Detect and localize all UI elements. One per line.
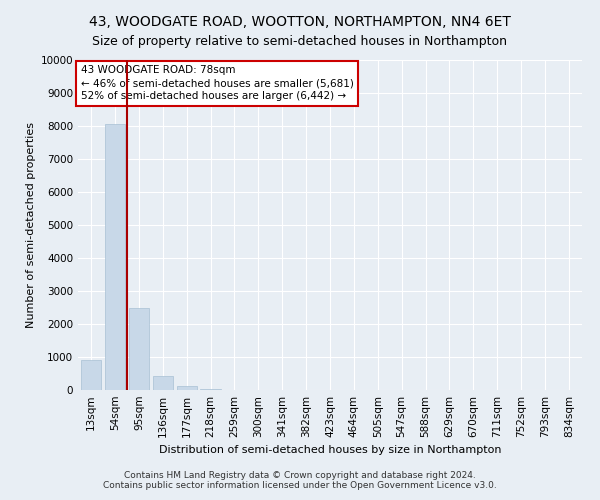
Bar [200, 388, 221, 390]
Y-axis label: Number of semi-detached properties: Number of semi-detached properties [26, 122, 37, 328]
Text: Contains HM Land Registry data © Crown copyright and database right 2024.
Contai: Contains HM Land Registry data © Crown c… [103, 470, 497, 490]
Text: Size of property relative to semi-detached houses in Northampton: Size of property relative to semi-detach… [92, 35, 508, 48]
X-axis label: Distribution of semi-detached houses by size in Northampton: Distribution of semi-detached houses by … [159, 446, 501, 456]
Bar [152, 376, 173, 390]
Bar [81, 360, 101, 390]
Text: 43 WOODGATE ROAD: 78sqm
← 46% of semi-detached houses are smaller (5,681)
52% of: 43 WOODGATE ROAD: 78sqm ← 46% of semi-de… [80, 65, 353, 102]
Bar [129, 308, 149, 390]
Bar [176, 386, 197, 390]
Bar [105, 124, 125, 390]
Text: 43, WOODGATE ROAD, WOOTTON, NORTHAMPTON, NN4 6ET: 43, WOODGATE ROAD, WOOTTON, NORTHAMPTON,… [89, 15, 511, 29]
